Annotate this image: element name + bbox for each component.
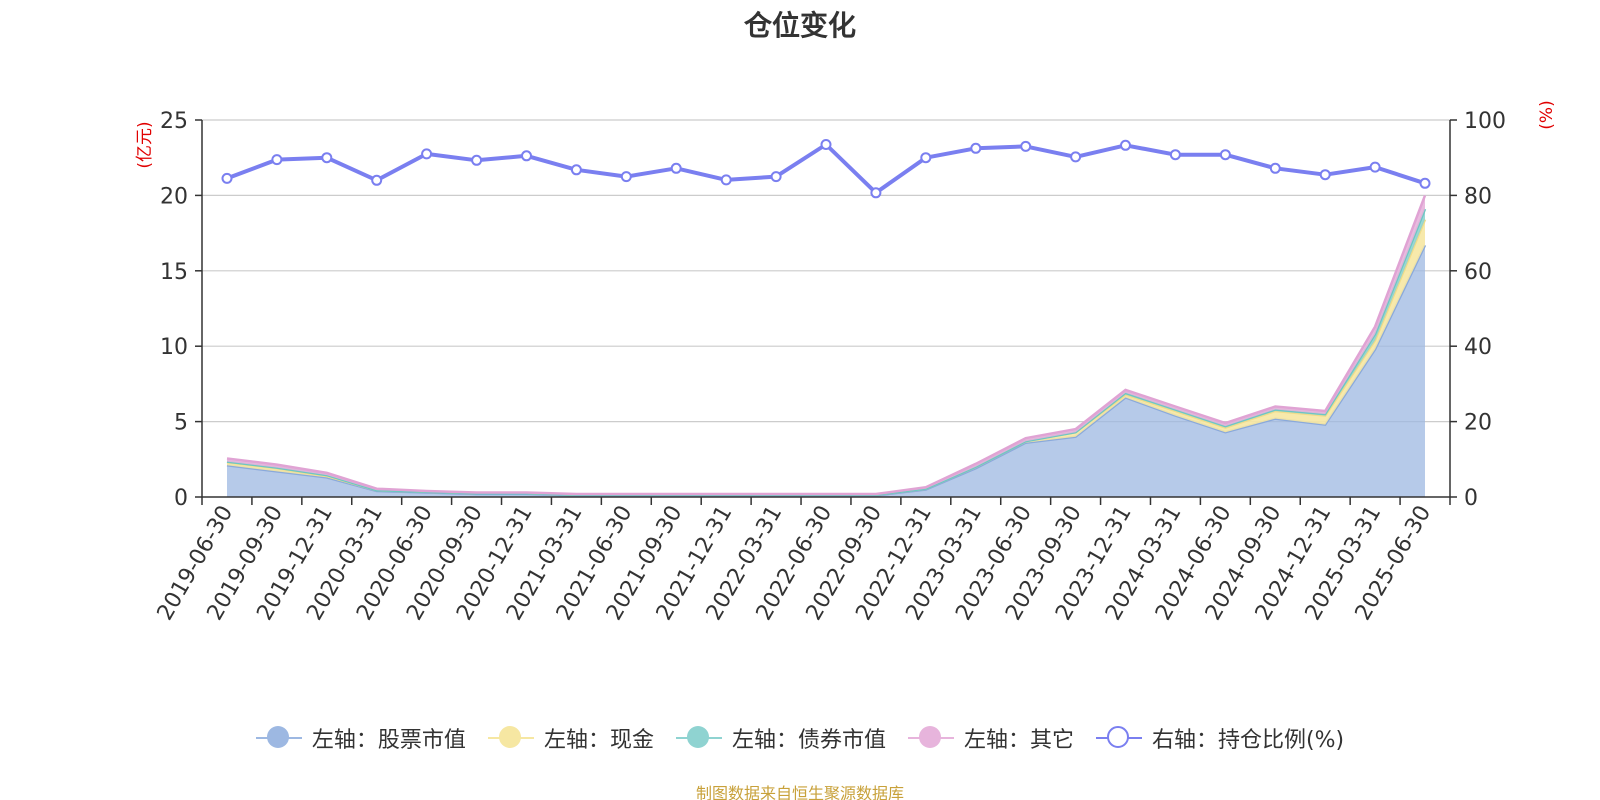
data-source-note: 制图数据来自恒生聚源数据库 — [695, 784, 904, 800]
ratio-point[interactable] — [1369, 161, 1381, 173]
left-tick-label: 20 — [160, 184, 188, 209]
stacked-areas — [226, 194, 1427, 497]
left-axis-label: (亿元) — [135, 121, 155, 168]
hollow-circle-icon — [1095, 725, 1142, 751]
left-tick-label: 25 — [160, 109, 188, 134]
ratio-point[interactable] — [271, 154, 283, 166]
legend-label: 左轴：其它 — [963, 728, 1074, 753]
right-tick-label: 100 — [1464, 109, 1506, 134]
ratio-point[interactable] — [1120, 139, 1131, 151]
legend-label: 左轴：债券市值 — [731, 728, 886, 753]
ratio-line-path — [226, 142, 1426, 195]
ratio-point[interactable] — [970, 142, 982, 154]
legend-item-0[interactable]: 左轴：股票市值 — [255, 722, 466, 754]
left-tick-label: 15 — [160, 260, 188, 285]
ratio-point[interactable] — [371, 174, 383, 186]
chart-legend: 左轴：股票市值 左轴：现金 左轴：债券市值 左轴：其它 右轴：持仓比例(%) — [0, 722, 1600, 754]
legend-label: 左轴：股票市值 — [311, 728, 466, 753]
right-tick-label: 60 — [1464, 260, 1492, 285]
area-top-line-3 — [226, 194, 1427, 496]
right-tick-label: 80 — [1464, 184, 1492, 209]
left-tick-label: 5 — [174, 411, 188, 436]
axes — [195, 119, 1457, 505]
legend-label: 右轴：持仓比例(%) — [1151, 728, 1345, 753]
legend-item-3[interactable]: 左轴：其它 — [907, 722, 1074, 754]
ratio-point[interactable] — [920, 152, 932, 164]
ratio-point[interactable] — [1169, 149, 1181, 161]
ratio-point[interactable] — [1319, 169, 1331, 181]
legend-item-2[interactable]: 左轴：债券市值 — [675, 722, 886, 754]
left-tick-label: 10 — [160, 335, 188, 360]
right-tick-label: 20 — [1464, 411, 1492, 436]
axis-labels: 0510152025020406080100(亿元)(%)2019-06-302… — [135, 100, 1557, 624]
ratio-point[interactable] — [570, 164, 582, 176]
filled-circle-icon — [907, 725, 954, 751]
right-tick-label: 40 — [1464, 335, 1492, 360]
ratio-point[interactable] — [620, 171, 632, 183]
ratio-point[interactable] — [321, 152, 333, 164]
right-tick-label: 0 — [1464, 486, 1478, 511]
ratio-point[interactable] — [720, 174, 732, 186]
ratio-point[interactable] — [521, 150, 532, 162]
ratio-point[interactable] — [1070, 151, 1082, 163]
ratio-point[interactable] — [1219, 149, 1231, 161]
ratio-point[interactable] — [471, 154, 483, 166]
left-tick-label: 0 — [174, 486, 188, 511]
ratio-point[interactable] — [421, 148, 433, 160]
ratio-point[interactable] — [1020, 140, 1032, 152]
ratio-line — [221, 139, 1431, 199]
ratio-point[interactable] — [221, 172, 233, 184]
chart-title: 仓位变化 — [743, 9, 856, 42]
ratio-point[interactable] — [670, 162, 682, 174]
ratio-point[interactable] — [870, 187, 882, 199]
ratio-point[interactable] — [820, 139, 832, 150]
ratio-point[interactable] — [770, 171, 782, 183]
filled-circle-icon — [487, 725, 534, 751]
legend-label: 左轴：现金 — [543, 728, 654, 753]
filled-circle-icon — [255, 725, 302, 751]
right-axis-label: (%) — [1537, 100, 1557, 129]
legend-item-4[interactable]: 右轴：持仓比例(%) — [1095, 722, 1345, 754]
ratio-point[interactable] — [1269, 162, 1281, 174]
legend-item-1[interactable]: 左轴：现金 — [487, 722, 654, 754]
area-series-0 — [227, 245, 1425, 497]
filled-circle-icon — [675, 725, 722, 751]
position-change-chart: 0510152025020406080100(亿元)(%)2019-06-302… — [135, 100, 1557, 624]
ratio-point[interactable] — [1419, 177, 1431, 189]
